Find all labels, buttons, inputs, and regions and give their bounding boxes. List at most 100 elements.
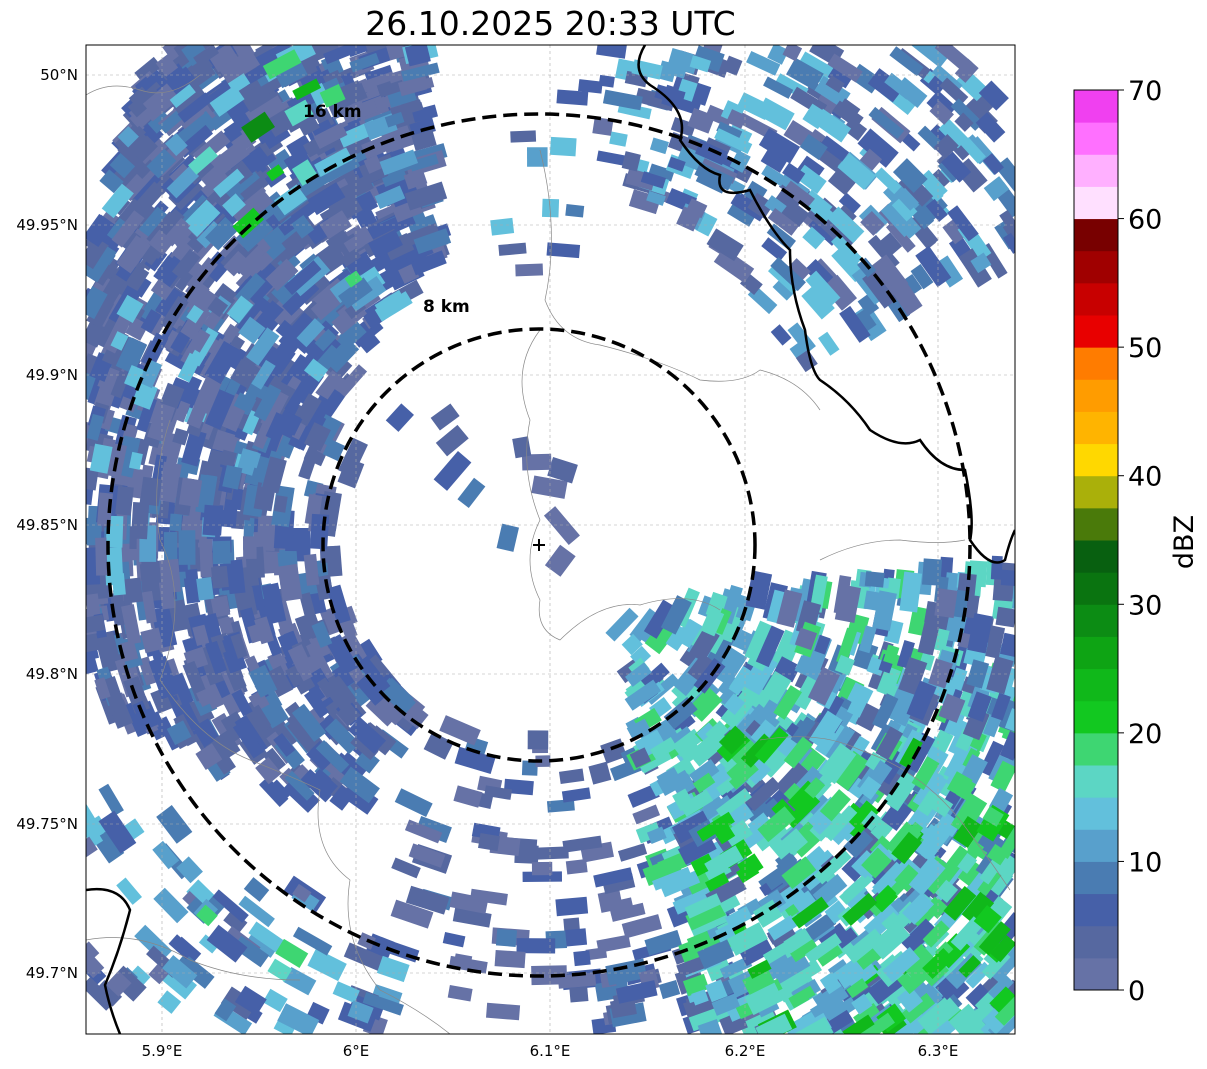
- echo-cell: [578, 79, 603, 94]
- echo-cell: [676, 618, 703, 649]
- echo-cell: [562, 835, 603, 853]
- echo-cell: [694, 140, 728, 166]
- echo-cell: [935, 812, 962, 838]
- echo-cell: [204, 340, 241, 385]
- echo-cell: [602, 89, 643, 111]
- echo-cell: [115, 336, 148, 375]
- echo-cell: [770, 256, 806, 292]
- echo-cell: [983, 176, 1010, 202]
- echo-cell: [292, 78, 322, 101]
- echo-cell: [739, 938, 774, 967]
- echo-cell: [111, 210, 145, 248]
- echo-cell: [834, 654, 855, 676]
- echo-cell: [261, 456, 287, 494]
- echo-cell: [819, 971, 842, 995]
- echo-cell: [775, 761, 809, 796]
- echo-cell: [900, 274, 923, 297]
- echo-cell: [226, 559, 246, 595]
- colorbar-bin: [1074, 475, 1118, 509]
- echo-cell: [615, 980, 658, 1004]
- echo-cell: [822, 805, 858, 842]
- echo-cell: [644, 929, 683, 956]
- echo-cell: [960, 137, 986, 164]
- echo-cell: [714, 128, 753, 154]
- echo-cell: [86, 322, 106, 348]
- echo-cell: [231, 188, 274, 228]
- echo-cell: [824, 900, 849, 925]
- echo-cell: [621, 914, 663, 939]
- echo-cell: [596, 45, 627, 59]
- echo-cell: [121, 577, 144, 604]
- echo-cell: [747, 812, 771, 834]
- echo-cell: [718, 725, 749, 755]
- colorbar-bin: [1074, 540, 1118, 573]
- echo-cell: [802, 226, 826, 250]
- echo-cell: [212, 540, 231, 565]
- echo-cell: [656, 770, 684, 796]
- echo-cell: [347, 716, 387, 754]
- echo-cell: [284, 260, 322, 296]
- echo-cell: [819, 789, 851, 822]
- echo-cell: [917, 615, 942, 656]
- echo-cell: [241, 111, 275, 143]
- echo-cell: [617, 843, 648, 862]
- echo-cell: [814, 848, 852, 885]
- echo-cell: [340, 248, 362, 267]
- colorbar-bin: [1074, 443, 1118, 477]
- echo-cell: [876, 232, 903, 258]
- echo-cell: [989, 986, 1015, 1018]
- echo-cell: [910, 264, 934, 290]
- echo-cell: [818, 742, 857, 785]
- echo-cell: [292, 655, 313, 682]
- echo-cell: [687, 107, 716, 134]
- echo-cell: [295, 671, 316, 693]
- echo-cell: [842, 892, 878, 927]
- echo-cell: [410, 250, 447, 276]
- echo-cell: [706, 228, 744, 262]
- echo-cell: [876, 665, 902, 697]
- echo-cell: [886, 220, 916, 253]
- echo-cell: [307, 948, 347, 982]
- echo-cell: [86, 353, 99, 375]
- echo-cell: [950, 916, 984, 951]
- echo-cell: [558, 768, 585, 785]
- echo-cell: [563, 917, 580, 932]
- echo-cell: [196, 576, 214, 601]
- echo-cell: [306, 740, 336, 771]
- echo-cell: [515, 263, 544, 277]
- echo-cell: [162, 955, 198, 989]
- echo-cell: [672, 728, 703, 757]
- colorbar-label: dBZ: [1169, 515, 1200, 569]
- echo-cell: [311, 620, 333, 649]
- echo-cell: [999, 209, 1015, 239]
- echo-cell: [116, 235, 151, 274]
- echo-cell: [704, 845, 744, 878]
- echo-cell: [838, 192, 861, 215]
- echo-cell: [924, 871, 948, 895]
- echo-cell: [138, 656, 157, 686]
- echo-cell: [95, 979, 123, 1007]
- echo-cell: [646, 826, 667, 845]
- echo-cell: [881, 798, 913, 832]
- echo-cell: [137, 206, 168, 240]
- echo-cell: [262, 988, 288, 1013]
- echo-cell: [331, 82, 368, 111]
- echo-cell: [485, 1002, 521, 1021]
- echo-cell: [699, 767, 731, 796]
- range-rings: [106, 112, 972, 978]
- echo-cell: [199, 537, 214, 578]
- echo-cell: [691, 989, 709, 1006]
- echo-cell: [711, 993, 741, 1016]
- echo-cell: [592, 116, 614, 136]
- echo-cell: [845, 928, 884, 964]
- colorbar-tick-label: 10: [1128, 847, 1162, 878]
- echo-cell: [726, 922, 768, 956]
- echo-cell: [339, 766, 380, 804]
- echo-cell: [934, 45, 973, 73]
- echo-cell: [853, 831, 883, 861]
- echo-cell: [235, 215, 274, 253]
- echo-cell: [978, 80, 1009, 111]
- echo-cell: [336, 364, 368, 397]
- echo-cell: [274, 60, 308, 89]
- echo-cell: [315, 370, 347, 404]
